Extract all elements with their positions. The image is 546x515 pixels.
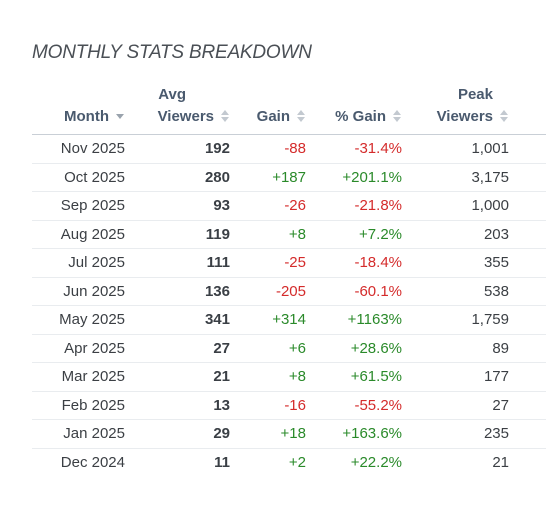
table-row: Jun 2025 136 -205 -60.1% 538 <box>32 276 546 306</box>
table-body: Nov 2025 192 -88 -31.4% 1,001 Oct 2025 280 +187… <box>32 134 546 476</box>
peak-viewers-cell: 538 <box>483 282 509 300</box>
monthly-stats-panel: MONTHLY STATS BREAKDOWN Month Avg Viewer… <box>32 0 546 515</box>
avg-viewers-cell: 93 <box>213 197 230 214</box>
pct-gain-column-header[interactable]: % Gain <box>335 106 402 128</box>
table-row: Nov 2025 192 -88 -31.4% 1,001 <box>32 134 546 163</box>
pct-gain-cell: +61.5% <box>350 368 402 385</box>
peak-viewers-cell: 177 <box>483 368 509 385</box>
month-cell: Jan 2025 <box>63 425 125 442</box>
peak-viewers-column-header[interactable]: Peak Viewers <box>437 84 509 128</box>
gain-cell: +8 <box>288 225 306 243</box>
gain-column-header[interactable]: Gain <box>257 106 306 128</box>
avg-viewers-cell: 136 <box>204 282 230 300</box>
peak-viewers-cell: 89 <box>492 339 509 357</box>
sort-updown-icon[interactable] <box>220 109 230 123</box>
peak-viewers-cell: 1,000 <box>471 197 509 214</box>
peak-viewers-cell: 3,175 <box>471 168 509 186</box>
table-row: Apr 2025 27 +6 +28.6% 89 <box>32 333 546 363</box>
sort-updown-icon[interactable] <box>392 109 402 123</box>
month-cell: Jul 2025 <box>68 254 125 271</box>
gain-cell: +6 <box>288 339 306 357</box>
peak-viewers-cell: 27 <box>492 396 509 414</box>
gain-cell: +18 <box>280 425 306 442</box>
pct-gain-cell: -21.8% <box>354 197 402 214</box>
month-cell: Dec 2024 <box>60 453 125 471</box>
month-cell: Feb 2025 <box>61 396 125 414</box>
avg-header-line2: Viewers <box>157 108 214 125</box>
caret-down-icon[interactable] <box>115 111 125 121</box>
gain-cell: -88 <box>284 140 306 157</box>
pct-gain-cell: -18.4% <box>354 254 402 271</box>
avg-header-line1: Avg <box>158 86 186 103</box>
avg-viewers-cell: 29 <box>213 425 230 442</box>
peak-viewers-cell: 355 <box>483 254 509 271</box>
peak-viewers-cell: 235 <box>483 425 509 442</box>
pct-gain-cell: -31.4% <box>354 140 402 157</box>
avg-viewers-cell: 13 <box>213 396 230 414</box>
month-cell: Aug 2025 <box>60 225 125 243</box>
avg-viewers-cell: 192 <box>204 140 230 157</box>
gain-cell: -205 <box>275 282 306 300</box>
gain-cell: -16 <box>284 396 306 414</box>
gain-cell: -25 <box>284 254 306 271</box>
avg-viewers-cell: 27 <box>213 339 230 357</box>
month-header-label: Month <box>64 108 109 125</box>
table-row: Sep 2025 93 -26 -21.8% 1,000 <box>32 191 546 220</box>
avg-viewers-cell: 111 <box>206 254 230 271</box>
pct-gain-cell: +201.1% <box>342 168 402 186</box>
table-header: Month Avg Viewers Gain % Gain Peak Viewe… <box>32 80 546 128</box>
gain-cell: +314 <box>272 311 306 328</box>
sort-updown-icon[interactable] <box>296 109 306 123</box>
gain-cell: +8 <box>288 368 306 385</box>
table-row: Jan 2025 29 +18 +163.6% 235 <box>32 419 546 448</box>
table-row: Jul 2025 111 -25 -18.4% 355 <box>32 248 546 277</box>
peak-header-line1: Peak <box>457 86 493 103</box>
peak-viewers-cell: 203 <box>483 225 509 243</box>
peak-viewers-cell: 1,759 <box>471 311 509 328</box>
avg-viewers-cell: 280 <box>204 168 230 186</box>
pct-gain-cell: +28.6% <box>350 339 402 357</box>
stats-table: Month Avg Viewers Gain % Gain Peak Viewe… <box>32 80 546 476</box>
month-column-header[interactable]: Month <box>64 106 125 128</box>
table-row: Oct 2025 280 +187 +201.1% 3,175 <box>32 162 546 192</box>
avg-viewers-cell: 21 <box>213 368 230 385</box>
pct-gain-cell: +163.6% <box>342 425 402 442</box>
month-cell: Nov 2025 <box>60 140 125 157</box>
table-row: May 2025 341 +314 +1163% 1,759 <box>32 305 546 334</box>
peak-viewers-cell: 21 <box>492 453 509 471</box>
avg-viewers-cell: 11 <box>214 453 230 471</box>
peak-header-line2: Viewers <box>436 108 493 125</box>
panel-title: MONTHLY STATS BREAKDOWN <box>32 42 312 63</box>
gain-cell: +187 <box>272 168 306 186</box>
month-cell: Mar 2025 <box>61 368 125 385</box>
sort-updown-icon[interactable] <box>499 109 509 123</box>
gain-cell: -26 <box>284 197 306 214</box>
gain-cell: +2 <box>288 453 306 471</box>
pct-gain-cell: +1163% <box>347 311 402 328</box>
pct-gain-cell: -55.2% <box>354 396 402 414</box>
table-row: Feb 2025 13 -16 -55.2% 27 <box>32 390 546 420</box>
peak-viewers-cell: 1,001 <box>471 140 509 157</box>
month-cell: May 2025 <box>59 311 125 328</box>
month-cell: Sep 2025 <box>60 197 125 214</box>
pct-gain-header-label: % Gain <box>335 108 386 125</box>
avg-viewers-cell: 119 <box>205 225 230 243</box>
avg-viewers-cell: 341 <box>204 311 230 328</box>
gain-header-label: Gain <box>256 108 290 125</box>
table-row: Aug 2025 119 +8 +7.2% 203 <box>32 219 546 249</box>
pct-gain-cell: -60.1% <box>354 282 402 300</box>
avg-viewers-column-header[interactable]: Avg Viewers <box>158 84 230 128</box>
table-row: Mar 2025 21 +8 +61.5% 177 <box>32 362 546 391</box>
month-cell: Jun 2025 <box>63 282 125 300</box>
pct-gain-cell: +22.2% <box>350 453 402 471</box>
month-cell: Apr 2025 <box>64 339 125 357</box>
pct-gain-cell: +7.2% <box>359 225 402 243</box>
table-row: Dec 2024 11 +2 +22.2% 21 <box>32 447 546 477</box>
month-cell: Oct 2025 <box>64 168 125 186</box>
